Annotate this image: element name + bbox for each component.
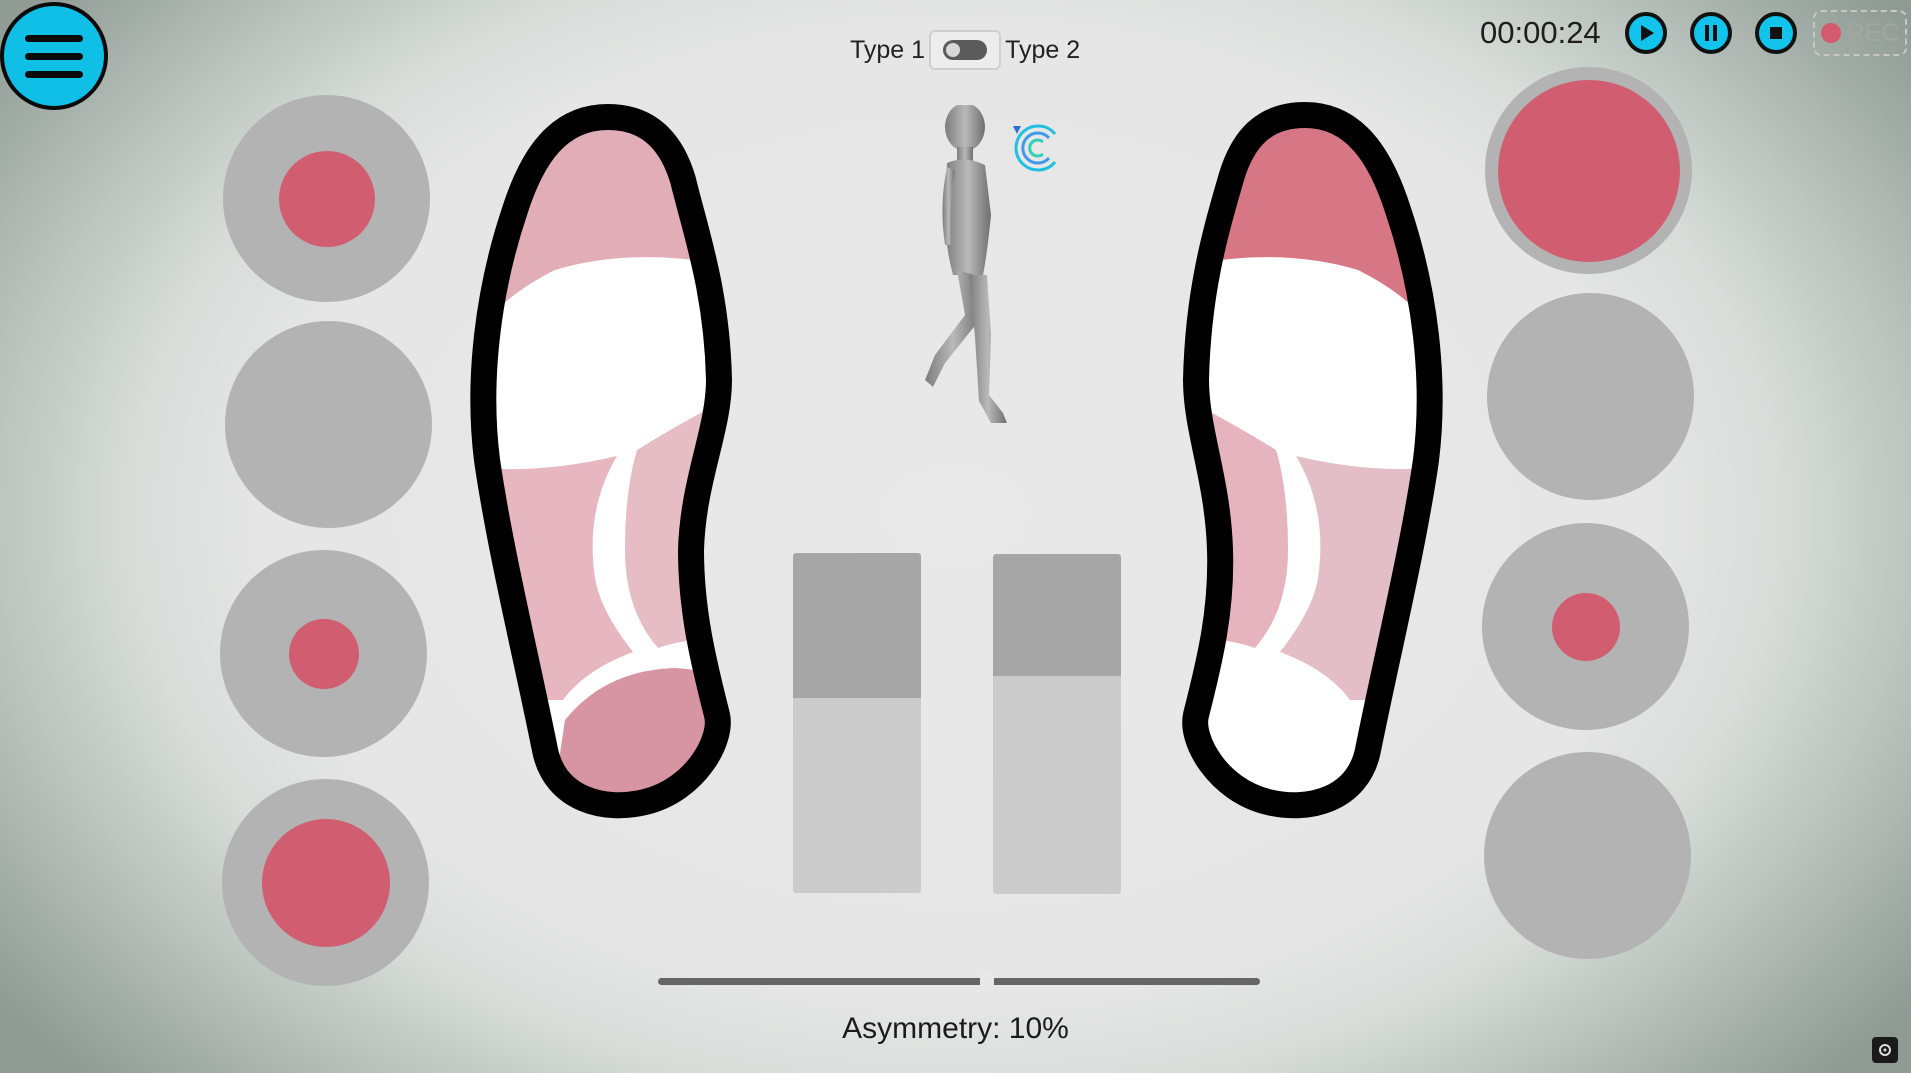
right-sensor-1 <box>1485 67 1692 274</box>
right-sensor-3 <box>1482 523 1689 730</box>
record-dot-icon <box>1821 23 1841 43</box>
left-sensor-3-pressure <box>289 619 359 689</box>
menu-button[interactable] <box>0 2 108 110</box>
type-toggle-switch[interactable] <box>929 30 1001 70</box>
pause-icon <box>1700 22 1722 44</box>
play-icon <box>1635 22 1657 44</box>
right-sensor-3-pressure <box>1552 593 1620 661</box>
screen-glyph <box>1877 1042 1893 1058</box>
right-sensor-2 <box>1487 293 1694 500</box>
play-button[interactable] <box>1625 12 1667 54</box>
asymmetry-label: Asymmetry: 10% <box>0 1012 1911 1046</box>
stop-icon <box>1765 22 1787 44</box>
brand-logo <box>1005 120 1065 176</box>
screen-icon[interactable] <box>1872 1037 1898 1063</box>
toggle-track <box>943 40 987 60</box>
menu-icon-line <box>25 71 83 78</box>
type-1-label: Type 1 <box>850 36 925 65</box>
left-sensor-4-pressure <box>262 819 390 947</box>
session-timer: 00:00:24 <box>1480 12 1601 54</box>
toggle-knob <box>946 43 960 57</box>
menu-icon-line <box>25 53 83 60</box>
left-balance-bar-fill <box>793 698 921 893</box>
left-sensor-1-pressure <box>279 151 375 247</box>
left-sensor-2 <box>225 321 432 528</box>
left-sensor-4 <box>222 779 429 986</box>
menu-icon-line <box>25 35 83 42</box>
right-balance-bar-empty <box>993 554 1121 676</box>
type-toggle-group: Type 1 Type 2 <box>850 30 1080 70</box>
right-sensor-1-pressure <box>1498 80 1680 262</box>
right-balance-bar-fill <box>993 676 1121 894</box>
type-2-label: Type 2 <box>1005 36 1080 65</box>
stop-button[interactable] <box>1755 12 1797 54</box>
left-balance-bar <box>793 553 921 893</box>
left-balance-bar-empty <box>793 553 921 698</box>
right-sensor-4 <box>1484 752 1691 959</box>
record-button[interactable]: REC <box>1813 10 1907 56</box>
left-sensor-3 <box>220 550 427 757</box>
asymmetry-slider-track[interactable] <box>658 978 1260 985</box>
right-foot-insole <box>1148 100 1458 910</box>
left-foot-insole <box>455 100 765 910</box>
asymmetry-slider-handle[interactable] <box>980 972 994 991</box>
left-sensor-1 <box>223 95 430 302</box>
record-label: REC <box>1847 19 1900 48</box>
pause-button[interactable] <box>1690 12 1732 54</box>
right-balance-bar <box>993 554 1121 894</box>
